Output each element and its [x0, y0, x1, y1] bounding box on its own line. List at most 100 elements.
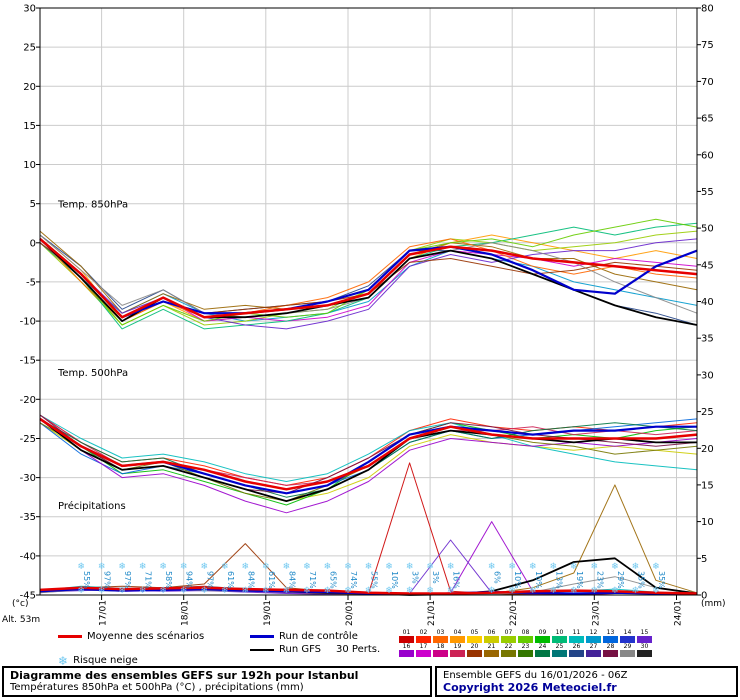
- pert-number: 23: [521, 643, 530, 650]
- pert-color-swatch: [552, 650, 567, 657]
- svg-text:55%: 55%: [82, 571, 91, 589]
- pert-number: 21: [487, 643, 496, 650]
- pert-color-swatch: [620, 650, 635, 657]
- svg-text:❄: ❄: [283, 586, 291, 596]
- pert-cell: 24: [534, 643, 551, 657]
- svg-text:25: 25: [701, 407, 714, 418]
- pert-cell: 25: [551, 643, 568, 657]
- svg-text:❄: ❄: [611, 562, 619, 572]
- svg-text:13%: 13%: [554, 571, 563, 589]
- svg-text:❄: ❄: [406, 562, 414, 572]
- svg-text:❄: ❄: [77, 586, 85, 596]
- pert-color-swatch: [501, 650, 516, 657]
- pert-number: 30: [640, 643, 649, 650]
- pert-color-swatch: [552, 636, 567, 643]
- svg-text:20: 20: [23, 82, 36, 93]
- svg-text:❄: ❄: [570, 586, 578, 596]
- svg-text:94%: 94%: [185, 571, 194, 589]
- legend: Moyenne des scénarios Run de contrôle Ru…: [0, 628, 740, 668]
- svg-text:❄: ❄: [98, 586, 106, 596]
- pert-color-swatch: [450, 650, 465, 657]
- svg-text:❄: ❄: [344, 562, 352, 572]
- pert-color-swatch: [399, 650, 414, 657]
- run-info: Ensemble GEFS du 16/01/2026 - 06Z: [443, 670, 628, 681]
- gfs-line-swatch: [250, 648, 274, 651]
- pert-cell: 23: [517, 643, 534, 657]
- svg-text:❄: ❄: [159, 586, 167, 596]
- svg-text:❄: ❄: [652, 562, 660, 572]
- pert-color-swatch: [569, 636, 584, 643]
- svg-text:❄: ❄: [591, 562, 599, 572]
- pert-cell: 02: [415, 629, 432, 643]
- svg-text:❄: ❄: [98, 562, 106, 572]
- pert-cell: 29: [619, 643, 636, 657]
- perts-row: 01 02 03 04 05 06 07 08 09 10 11 12 13 14 15: [398, 629, 653, 643]
- svg-text:45: 45: [701, 260, 714, 271]
- pert-color-swatch: [569, 650, 584, 657]
- svg-text:71%: 71%: [144, 571, 153, 589]
- pert-number: 19: [453, 643, 462, 650]
- pert-number: 17: [419, 643, 428, 650]
- pert-cell: 26: [568, 643, 585, 657]
- pert-color-swatch: [603, 636, 618, 643]
- pert-color-swatch: [501, 636, 516, 643]
- svg-text:-15: -15: [20, 356, 36, 367]
- pert-cell: 03: [432, 629, 449, 643]
- svg-text:❄: ❄: [365, 586, 373, 596]
- legend-perts-count: 30 Perts.: [336, 644, 380, 655]
- pert-cell: 16: [398, 643, 415, 657]
- svg-text:❄: ❄: [180, 562, 188, 572]
- svg-text:29%: 29%: [616, 571, 625, 589]
- svg-text:❄: ❄: [262, 562, 270, 572]
- svg-text:-5: -5: [26, 277, 36, 288]
- svg-text:Alt. 53m: Alt. 53m: [2, 615, 40, 625]
- svg-text:40: 40: [701, 297, 714, 308]
- pert-number: 27: [589, 643, 598, 650]
- svg-text:30: 30: [23, 4, 36, 15]
- svg-text:❄: ❄: [570, 562, 578, 572]
- pert-number: 10: [555, 629, 564, 636]
- svg-text:15: 15: [23, 121, 36, 132]
- pert-color-swatch: [484, 636, 499, 643]
- ensemble-chart: Temp. 850hPa Temp. 500hPa Précipitations 30…: [2, 3, 726, 626]
- svg-text:22/01: 22/01: [509, 600, 519, 626]
- pert-color-swatch: [518, 636, 533, 643]
- svg-text:71%: 71%: [308, 571, 317, 589]
- pert-number: 18: [436, 643, 445, 650]
- svg-text:10: 10: [23, 160, 36, 171]
- svg-text:19/01: 19/01: [263, 600, 273, 626]
- control-line-swatch: [250, 635, 274, 638]
- chart-subtitle: Températures 850hPa et 500hPa (°C) , pré…: [10, 682, 304, 693]
- svg-text:24/01: 24/01: [674, 600, 684, 626]
- svg-text:❄: ❄: [508, 586, 516, 596]
- svg-text:60: 60: [701, 150, 714, 161]
- svg-text:-40: -40: [20, 551, 36, 562]
- pert-color-swatch: [399, 636, 414, 643]
- pert-cell: 08: [517, 629, 534, 643]
- svg-text:❄: ❄: [488, 586, 496, 596]
- snowflake-icon: ❄: [58, 653, 69, 668]
- svg-text:84%: 84%: [287, 571, 296, 589]
- svg-text:25: 25: [23, 43, 36, 54]
- pert-number: 08: [521, 629, 530, 636]
- legend-gfs: Run GFS: [250, 644, 321, 655]
- pert-cell: 17: [415, 643, 432, 657]
- pert-cell: 20: [466, 643, 483, 657]
- pert-cell: 11: [568, 629, 585, 643]
- svg-text:20/01: 20/01: [345, 600, 355, 626]
- pert-cell: 10: [551, 629, 568, 643]
- pert-color-swatch: [416, 636, 431, 643]
- svg-text:70: 70: [701, 77, 714, 88]
- pert-color-swatch: [467, 650, 482, 657]
- svg-text:❄: ❄: [447, 586, 455, 596]
- pert-cell: 05: [466, 629, 483, 643]
- svg-text:Temp. 850hPa: Temp. 850hPa: [57, 200, 128, 211]
- svg-text:23/01: 23/01: [591, 600, 601, 626]
- svg-text:❄: ❄: [139, 586, 147, 596]
- pert-number: 20: [470, 643, 479, 650]
- pert-number: 06: [487, 629, 496, 636]
- svg-text:-35: -35: [20, 512, 36, 523]
- footer: Diagramme des ensembles GEFS sur 192h po…: [0, 666, 740, 697]
- pert-cell: 09: [534, 629, 551, 643]
- svg-text:❄: ❄: [324, 586, 332, 596]
